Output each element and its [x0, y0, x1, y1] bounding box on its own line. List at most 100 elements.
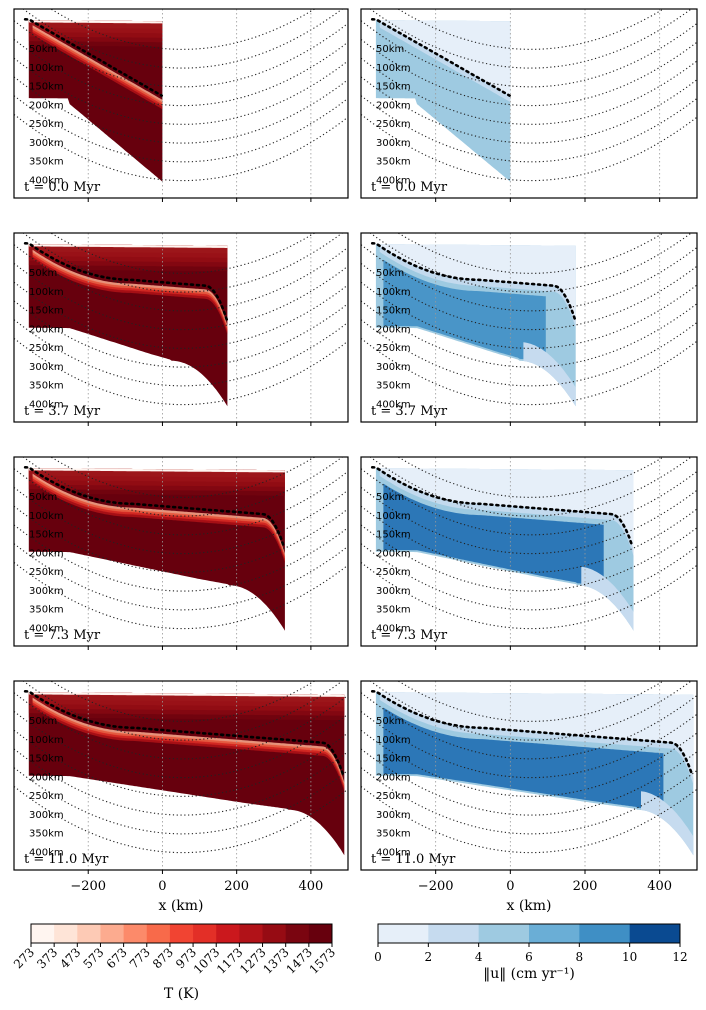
depth-label: 350km [376, 829, 411, 840]
x-tick-label: −200 [70, 879, 106, 894]
depth-label: 50km [376, 268, 404, 279]
depth-label: 400km [376, 175, 411, 186]
depth-gridline [397, 457, 665, 498]
depth-label: 250km [376, 343, 411, 354]
depth-gridline [361, 505, 697, 573]
colorbar-tick-label: 1573 [307, 945, 338, 976]
temperature-panel-1: 50km 100km 150km 200km 250km 300km 350km 400kmt… [13, 232, 349, 426]
mantle-region [28, 20, 163, 182]
depth-label: 350km [29, 157, 64, 168]
depth-label: 350km [29, 829, 64, 840]
depth-label: 100km [376, 63, 411, 74]
depth-gridline [361, 95, 697, 163]
depth-gridline [397, 233, 665, 274]
depth-label: 350km [376, 381, 411, 392]
x-tick-label: 200 [224, 879, 249, 894]
depth-label: 200km [29, 324, 64, 335]
panel-frame [360, 680, 698, 871]
depth-gridline [361, 244, 697, 312]
depth-gridline [22, 681, 344, 741]
depth-label: 250km [29, 567, 64, 578]
depth-gridline [22, 233, 344, 293]
panel-plot-area [361, 681, 697, 870]
colorbar-swatch [100, 924, 125, 943]
depth-gridline [14, 76, 348, 144]
colorbar-tick-label: 6 [525, 950, 533, 964]
time-label: t = 0.0 Myr [24, 180, 101, 195]
slab-surface-line [370, 242, 577, 322]
depth-gridline [361, 281, 697, 349]
x-tick-label: −200 [418, 879, 454, 894]
colorbar-tick-label: 473 [57, 945, 83, 971]
colorbar-swatch [529, 924, 580, 943]
colorbar-tick-label: 873 [150, 945, 176, 971]
time-label: t = 7.3 Myr [24, 628, 101, 643]
colorbar-tick-label: 373 [34, 945, 60, 971]
depth-gridline [361, 20, 697, 88]
x-tick-label: 0 [506, 879, 514, 894]
colorbar-label: T (K) [164, 986, 199, 1002]
return-flow-region [523, 342, 576, 407]
depth-gridline [14, 300, 348, 368]
depth-gridline [369, 233, 693, 293]
colorbar-tick-label: 1473 [283, 945, 314, 976]
depth-gridline [14, 729, 348, 797]
depth-label: 150km [376, 306, 411, 317]
depth-gridline [14, 786, 348, 854]
slab-thermal-band [32, 25, 163, 103]
panel-plot-area [14, 457, 348, 646]
slab-thermal-band [32, 256, 228, 335]
depth-gridline [14, 562, 348, 630]
depth-label: 50km [29, 268, 57, 279]
surface-band [28, 692, 345, 697]
depth-label: 300km [29, 362, 64, 373]
time-label: t = 7.3 Myr [371, 628, 448, 643]
depth-gridline [397, 681, 665, 722]
colorbar-tick-label: 573 [80, 945, 106, 971]
slab-surface-line [23, 18, 163, 97]
depth-label: 100km [29, 287, 64, 298]
depth-label: 400km [29, 623, 64, 634]
depth-label: 300km [376, 586, 411, 597]
colorbar-tick-label: 12 [672, 950, 687, 964]
lithosphere-band [28, 468, 285, 496]
slab-flow-region [383, 483, 604, 594]
velocity-panel-0: 50km 100km 150km 200km 250km 300km 350km 400kmt… [360, 8, 698, 202]
depth-label: 100km [29, 511, 64, 522]
depth-gridline [361, 729, 697, 797]
colorbar-swatch [285, 924, 310, 943]
colorbar-swatch [77, 924, 101, 943]
depth-gridline [397, 9, 665, 50]
depth-gridline [14, 767, 348, 835]
depth-label: 100km [376, 287, 411, 298]
x-tick-label: 0 [158, 879, 166, 894]
panel-plot-area [361, 233, 697, 422]
depth-gridline [14, 262, 348, 331]
depth-label: 200km [29, 100, 64, 111]
colorbar-swatch [579, 924, 631, 943]
depth-gridline [361, 300, 697, 368]
depth-gridline [49, 9, 316, 50]
panel-frame [13, 8, 349, 199]
colorbar-tick-label: 673 [104, 945, 130, 971]
overriding-plate-region [375, 467, 634, 550]
depth-gridline [22, 457, 344, 517]
slab-thermal-band [32, 32, 163, 110]
depth-gridline [361, 748, 697, 816]
depth-gridline [14, 692, 348, 760]
slab-thermal-band [32, 27, 163, 105]
depth-label: 200km [376, 100, 411, 111]
panel-plot-area [361, 9, 697, 198]
colorbar-tick-label: 1173 [214, 945, 245, 976]
overriding-plate-region [375, 19, 511, 97]
colorbar-tick-label: 273 [11, 945, 37, 971]
slab-flow-region [383, 707, 664, 818]
depth-gridline [361, 57, 697, 125]
colorbar-swatch [123, 924, 148, 943]
depth-label: 250km [376, 567, 411, 578]
depth-gridline [14, 748, 348, 816]
depth-label: 250km [29, 119, 64, 130]
depth-gridline [22, 9, 344, 69]
depth-label: 150km [29, 530, 64, 541]
